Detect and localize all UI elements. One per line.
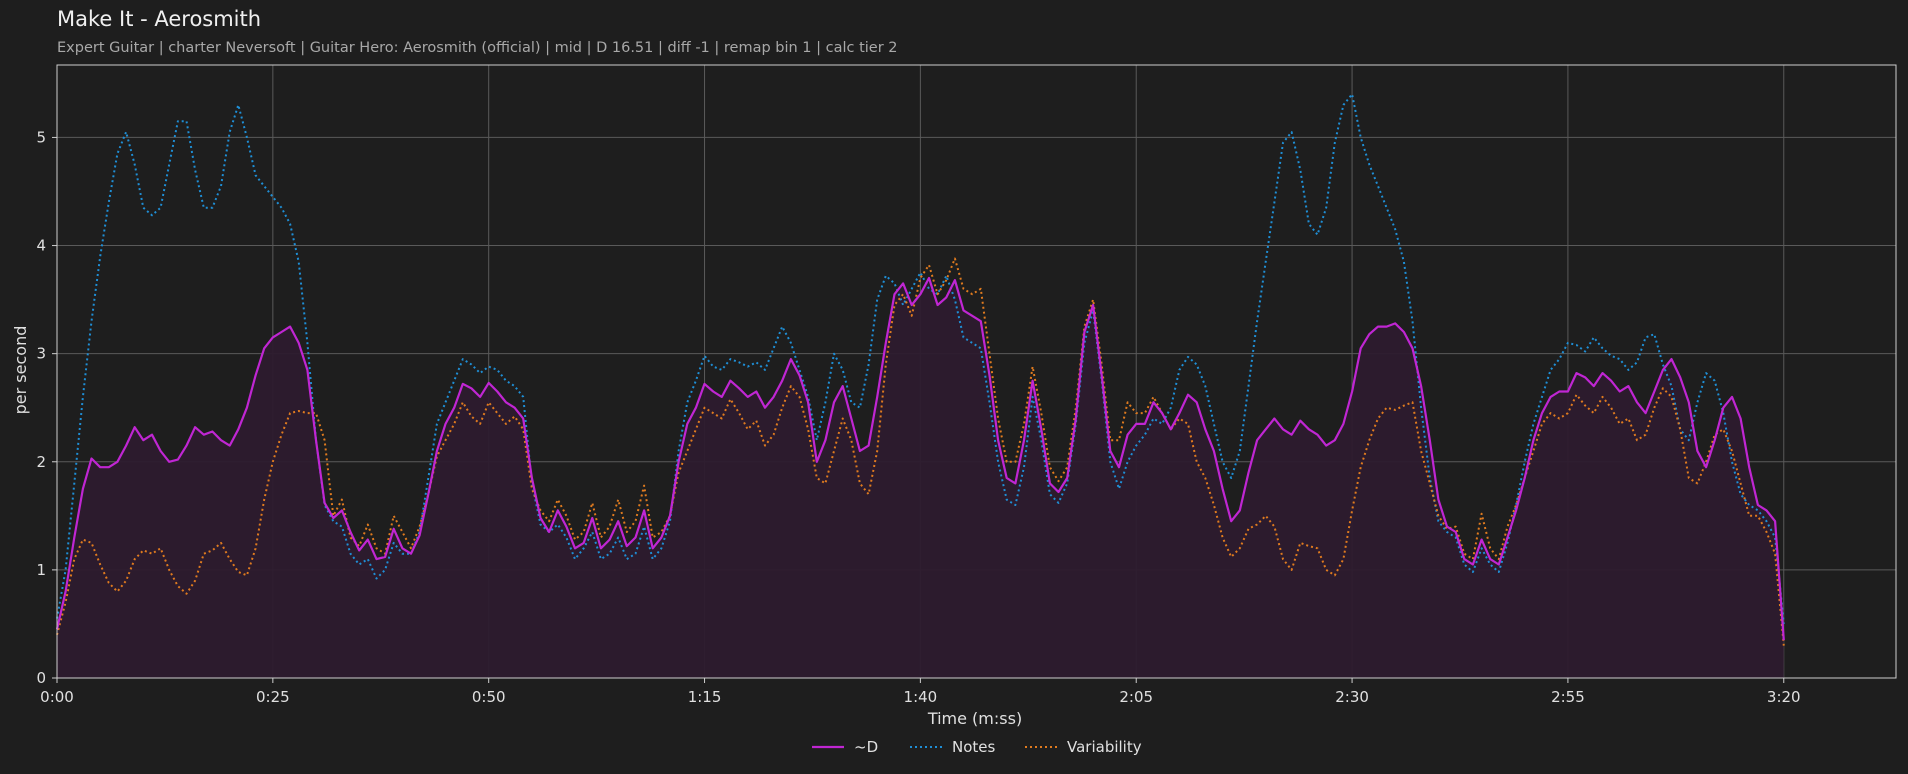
x-tick-label: 0:00 (40, 688, 74, 706)
plot-area (55, 64, 1897, 679)
y-tick-label: 2 (36, 453, 46, 471)
x-tick-label: 2:55 (1551, 688, 1585, 706)
chart-subtitle: Expert Guitar | charter Neversoft | Guit… (57, 40, 898, 56)
legend-label: Notes (952, 738, 996, 756)
y-tick-label: 0 (36, 669, 46, 687)
plot-frame (56, 64, 1897, 679)
y-tick-label: 1 (36, 561, 46, 579)
legend-label: ~D (854, 738, 878, 756)
y-tick-label: 3 (36, 345, 46, 363)
x-tick-label: 2:05 (1119, 688, 1153, 706)
y-tick-label: 5 (36, 128, 46, 146)
series-line-notes (56, 93, 1785, 625)
series-area-d (57, 278, 1784, 678)
x-tick-label: 0:25 (256, 688, 290, 706)
x-tick-label: 1:15 (688, 688, 722, 706)
x-tick-label: 0:50 (472, 688, 506, 706)
x-tick-label: 1:40 (904, 688, 938, 706)
x-tick-label: 3:20 (1767, 688, 1801, 706)
x-tick-label: 2:30 (1335, 688, 1369, 706)
y-axis: 0 1 2 3 4 5 (36, 128, 57, 687)
y-tick-label: 4 (36, 237, 46, 255)
series-line-variability (56, 257, 1785, 646)
x-axis-label: Time (m:ss) (927, 709, 1022, 728)
y-axis-label: per second (11, 326, 30, 415)
legend-label: Variability (1067, 738, 1142, 756)
x-axis: 0:00 0:25 0:50 1:15 1:40 2:05 2:30 2:55 3:20 (40, 678, 1801, 706)
series-line-d (55, 276, 1785, 641)
legend: ~D Notes Variability (812, 738, 1142, 756)
chart-title: Make It - Aerosmith (57, 7, 262, 31)
